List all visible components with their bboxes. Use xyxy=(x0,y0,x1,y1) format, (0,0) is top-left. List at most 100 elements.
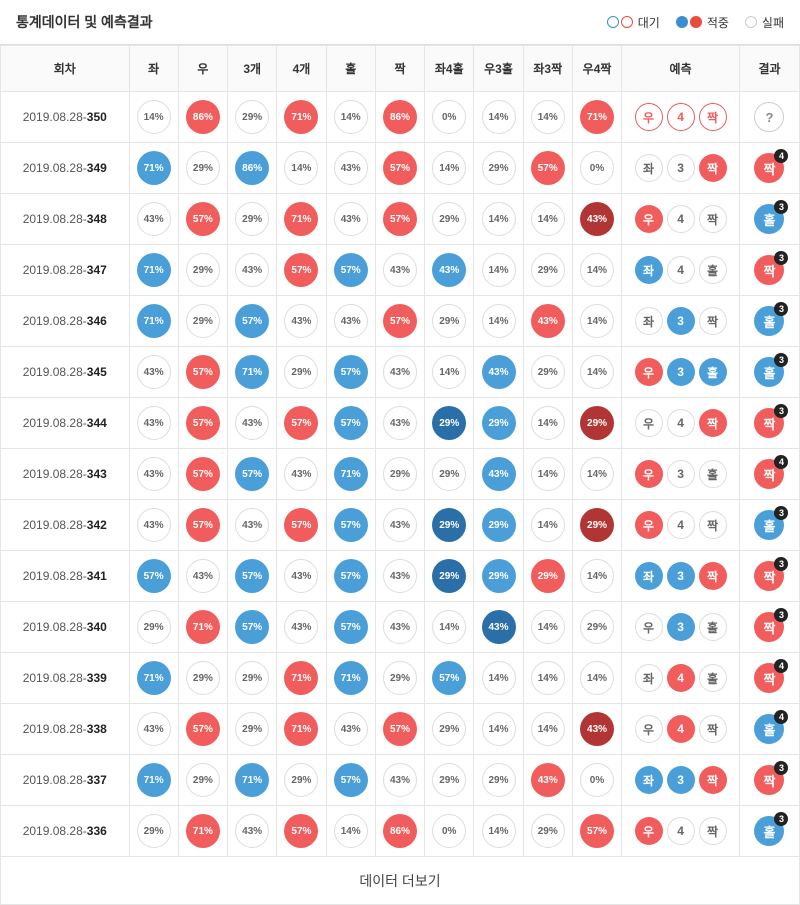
table-row: 2019.08.28-33971%29%29%71%71%29%57%14%14… xyxy=(1,653,800,704)
pred-circle: 우 xyxy=(635,205,663,233)
pct-circle: 43% xyxy=(580,202,614,236)
result-cell: 짝3 xyxy=(739,602,799,653)
pct-circle: 43% xyxy=(235,814,269,848)
pred-circle: 3 xyxy=(667,460,695,488)
pct-cell: 14% xyxy=(425,347,474,398)
round-cell: 2019.08.28-348 xyxy=(1,194,130,245)
pct-circle: 29% xyxy=(531,814,565,848)
result-badge: 3 xyxy=(774,506,788,520)
pct-circle: 29% xyxy=(432,304,466,338)
pct-circle: 29% xyxy=(432,457,466,491)
pct-circle: 57% xyxy=(186,712,220,746)
col-four: 4개 xyxy=(277,46,326,92)
pct-circle: 57% xyxy=(235,559,269,593)
table-row: 2019.08.28-34157%43%57%43%57%43%29%29%29… xyxy=(1,551,800,602)
pct-cell: 29% xyxy=(228,92,277,143)
pct-circle: 71% xyxy=(580,100,614,134)
pct-circle: 71% xyxy=(186,610,220,644)
pct-cell: 14% xyxy=(425,143,474,194)
pct-circle: 29% xyxy=(186,763,220,797)
table-header-row: 회차 좌 우 3개 4개 홀 짝 좌4홀 우3홀 좌3짝 우4짝 예측 결과 xyxy=(1,46,800,92)
pct-circle: 14% xyxy=(137,100,171,134)
pct-cell: 14% xyxy=(572,551,621,602)
pct-cell: 71% xyxy=(129,143,178,194)
pred-circle: 우 xyxy=(635,409,663,437)
pct-circle: 0% xyxy=(580,763,614,797)
load-more-row[interactable]: 데이터 더보기 xyxy=(1,857,800,905)
legend-label: 실패 xyxy=(762,14,784,31)
pct-cell: 71% xyxy=(129,755,178,806)
pct-circle: 29% xyxy=(482,508,516,542)
pct-circle: 57% xyxy=(334,610,368,644)
pct-circle: 14% xyxy=(432,610,466,644)
pred-circle: 짝 xyxy=(699,511,727,539)
pct-cell: 29% xyxy=(178,755,227,806)
table-row: 2019.08.28-34443%57%43%57%57%43%29%29%14… xyxy=(1,398,800,449)
pct-circle: 43% xyxy=(284,457,318,491)
pred-cell: 우4짝 xyxy=(622,806,740,857)
pred-circle: 짝 xyxy=(699,154,727,182)
pct-cell: 0% xyxy=(572,143,621,194)
pct-cell: 57% xyxy=(228,296,277,347)
pct-cell: 57% xyxy=(326,602,375,653)
pred-circle: 좌 xyxy=(635,154,663,182)
pct-circle: 57% xyxy=(186,355,220,389)
result-badge: 4 xyxy=(774,149,788,163)
pct-circle: 57% xyxy=(334,355,368,389)
result-cell: 짝4 xyxy=(739,449,799,500)
round-cell: 2019.08.28-347 xyxy=(1,245,130,296)
pct-cell: 57% xyxy=(572,806,621,857)
pct-circle: 29% xyxy=(432,406,466,440)
pct-cell: 57% xyxy=(326,755,375,806)
pct-circle: 29% xyxy=(531,355,565,389)
table-row: 2019.08.28-33843%57%29%71%43%57%29%14%14… xyxy=(1,704,800,755)
pct-circle: 43% xyxy=(383,559,417,593)
pct-circle: 14% xyxy=(482,304,516,338)
result-cell: 짝3 xyxy=(739,755,799,806)
pct-cell: 57% xyxy=(277,806,326,857)
result-badge: 3 xyxy=(774,404,788,418)
pct-circle: 57% xyxy=(334,253,368,287)
result-cell: 홀4 xyxy=(739,704,799,755)
pct-cell: 57% xyxy=(375,143,424,194)
pred-cell: 우3홀 xyxy=(622,602,740,653)
pct-circle: 29% xyxy=(580,508,614,542)
panel-header: 통계데이터 및 예측결과 대기 적중 실패 xyxy=(0,0,800,45)
pred-circle: 짝 xyxy=(699,715,727,743)
pct-cell: 57% xyxy=(178,194,227,245)
pct-circle: 43% xyxy=(284,559,318,593)
pct-cell: 57% xyxy=(425,653,474,704)
pct-cell: 29% xyxy=(178,245,227,296)
pred-circle: 좌 xyxy=(635,766,663,794)
pct-circle: 29% xyxy=(432,712,466,746)
round-cell: 2019.08.28-344 xyxy=(1,398,130,449)
col-l3e: 좌3짝 xyxy=(523,46,572,92)
pct-cell: 71% xyxy=(228,347,277,398)
pred-circle: 짝 xyxy=(699,307,727,335)
pct-cell: 14% xyxy=(326,92,375,143)
pct-circle: 57% xyxy=(284,814,318,848)
load-more-label[interactable]: 데이터 더보기 xyxy=(1,857,800,905)
pct-circle: 29% xyxy=(186,304,220,338)
result-cell: 홀3 xyxy=(739,296,799,347)
round-cell: 2019.08.28-343 xyxy=(1,449,130,500)
result-cell: 짝3 xyxy=(739,551,799,602)
pct-circle: 29% xyxy=(284,763,318,797)
pct-circle: 57% xyxy=(580,814,614,848)
pct-circle: 14% xyxy=(531,202,565,236)
result-cell: 홀3 xyxy=(739,347,799,398)
pred-circle: 짝 xyxy=(699,103,727,131)
pct-cell: 14% xyxy=(523,194,572,245)
round-cell: 2019.08.28-336 xyxy=(1,806,130,857)
pct-cell: 71% xyxy=(326,449,375,500)
pct-circle: 71% xyxy=(235,763,269,797)
round-cell: 2019.08.28-340 xyxy=(1,602,130,653)
pct-circle: 71% xyxy=(334,661,368,695)
pct-cell: 57% xyxy=(277,500,326,551)
pct-cell: 57% xyxy=(228,449,277,500)
pred-circle: 우 xyxy=(635,817,663,845)
panel-title: 통계데이터 및 예측결과 xyxy=(16,12,153,32)
round-cell: 2019.08.28-337 xyxy=(1,755,130,806)
pred-circle: 우 xyxy=(635,460,663,488)
pct-cell: 43% xyxy=(523,755,572,806)
